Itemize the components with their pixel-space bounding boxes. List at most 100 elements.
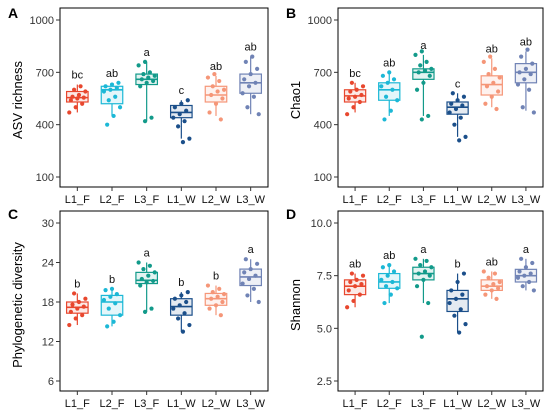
data-point-a: [180, 140, 186, 145]
data-point-d: [383, 284, 389, 289]
data-point-a: [142, 119, 148, 124]
data-point-a: [240, 91, 245, 96]
data-point-d: [414, 284, 420, 289]
data-point-b: [457, 138, 462, 143]
panel-a: A ASV richness 100 400 700 1000 L1_F bc L2_F ab…: [8, 5, 269, 206]
data-point-b: [360, 84, 366, 89]
data-point-d: [418, 263, 423, 268]
data-point-d: [496, 286, 501, 291]
data-point-a: [70, 94, 75, 99]
data-point-c: [76, 299, 82, 305]
data-point-c: [187, 322, 192, 328]
y-tick-label-d: 7.5: [317, 271, 332, 283]
data-point-d: [427, 273, 432, 278]
data-point-c: [210, 290, 215, 295]
data-point-a: [187, 136, 192, 141]
data-point-d: [497, 279, 502, 285]
data-point-a: [242, 77, 247, 82]
data-point-a: [205, 75, 211, 80]
data-point-a: [177, 112, 182, 117]
data-point-c: [83, 296, 88, 301]
data-point-d: [359, 281, 364, 287]
significance-label-d: b: [455, 259, 461, 271]
y-tick-label-a: 100: [36, 172, 54, 184]
data-point-b: [429, 66, 434, 71]
data-point-a: [245, 105, 250, 110]
data-point-a: [83, 89, 88, 94]
data-point-c: [255, 261, 260, 266]
data-point-b: [357, 99, 362, 105]
data-point-d: [486, 275, 491, 280]
data-point-c: [117, 313, 123, 318]
data-point-a: [114, 85, 119, 91]
data-point-d: [530, 260, 535, 266]
data-point-d: [354, 277, 359, 282]
box-b: [412, 68, 435, 80]
plot-area-c: 6 12 18 24 30 L1_F b L2_F b L3_F a L1_W b L2_W b L3_W a: [42, 218, 266, 410]
plot-area-a: 100 400 700 1000 L1_F bc L2_F ab L3_F a L1_W c L2_W a…: [30, 15, 266, 206]
data-point-b: [452, 122, 457, 127]
significance-label-c: b: [178, 277, 184, 289]
data-point-b: [489, 94, 494, 99]
data-point-d: [520, 284, 525, 289]
x-tick-label-d: L2_W: [477, 398, 506, 410]
significance-label-b: ab: [383, 57, 395, 69]
data-point-a: [72, 87, 77, 92]
data-point-d: [360, 273, 366, 278]
data-point-c: [151, 278, 156, 284]
data-point-d: [492, 271, 498, 276]
data-point-b: [387, 70, 392, 75]
data-point-b: [519, 54, 524, 59]
data-point-b: [450, 91, 455, 96]
data-point-b: [359, 92, 364, 98]
data-point-a: [221, 87, 227, 92]
plot-frame-b: [337, 7, 544, 188]
data-point-c: [179, 293, 184, 298]
data-point-b: [491, 80, 496, 85]
data-point-c: [146, 273, 151, 278]
data-point-d: [351, 298, 356, 304]
x-tick-label-a: L3_F: [134, 194, 159, 206]
plot-frame-a: [59, 7, 269, 188]
data-point-c: [108, 294, 113, 299]
significance-label-d: ab: [383, 250, 395, 262]
data-point-a: [147, 70, 152, 75]
data-point-a: [210, 84, 215, 89]
panel-label-d: D: [286, 206, 296, 222]
data-point-a: [213, 101, 219, 106]
data-point-b: [422, 68, 428, 73]
data-point-d: [494, 296, 499, 301]
y-tick-label-b: 700: [314, 67, 332, 79]
data-point-b: [419, 49, 424, 54]
data-point-a: [138, 84, 143, 89]
data-point-d: [523, 265, 529, 270]
data-point-b: [351, 105, 356, 110]
data-point-a: [256, 112, 261, 117]
data-point-c: [205, 283, 211, 288]
data-point-c: [185, 290, 190, 295]
data-point-d: [385, 273, 390, 278]
significance-label-c: b: [213, 271, 219, 283]
data-point-d: [382, 300, 387, 306]
data-point-b: [455, 98, 460, 103]
data-point-b: [390, 87, 395, 92]
significance-label-a: a: [144, 47, 151, 59]
x-tick-label-a: L1_W: [167, 194, 196, 206]
y-tick-label-c: 6: [48, 376, 54, 388]
y-tick-label-a: 700: [36, 67, 54, 79]
data-point-b: [352, 94, 358, 99]
significance-label-b: bc: [349, 68, 361, 80]
data-point-b: [496, 89, 501, 94]
box-a: [239, 73, 263, 94]
data-point-a: [111, 113, 116, 119]
data-point-a: [179, 101, 184, 106]
data-point-b: [449, 101, 454, 106]
x-tick-label-d: L3_W: [512, 398, 541, 410]
significance-label-a: ab: [106, 68, 118, 80]
data-point-a: [139, 77, 144, 82]
data-point-a: [253, 80, 258, 85]
data-point-c: [172, 296, 177, 301]
data-point-a: [108, 87, 113, 92]
data-point-d: [453, 296, 459, 301]
